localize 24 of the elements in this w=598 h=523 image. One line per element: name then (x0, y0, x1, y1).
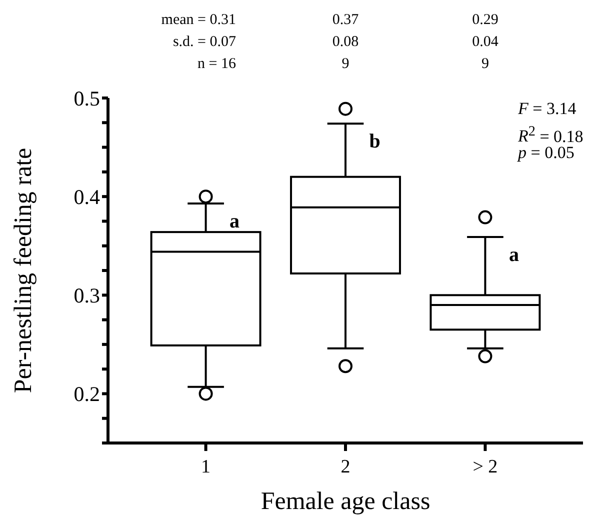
y-axis-title: Per-nestling feeding rate (10, 148, 37, 394)
x-tick-label: 1 (201, 456, 211, 478)
text: s.d. = 0.07 (172, 33, 236, 52)
x-tick-label: 2 (340, 456, 350, 478)
text: 9 (480, 55, 490, 74)
text: 0.29 (471, 11, 500, 30)
text: 0.04 (471, 33, 500, 52)
annotation: R$^{2}$ = 0.18 (518, 123, 584, 146)
annotation: F = 3.14 (518, 99, 576, 118)
text: 0.08 (331, 33, 360, 52)
y-tick-label: 0.5 (74, 86, 100, 110)
annotation: p = 0.05 (518, 143, 574, 162)
annotation: a (508, 244, 519, 266)
text: n = 16 (198, 55, 236, 74)
y-tick-label: 0.4 (74, 185, 100, 210)
annotation: b (369, 130, 380, 153)
x-axis-title: Female age class (260, 488, 430, 515)
text: mean = 0.31 (161, 11, 236, 30)
text: 0.37 (331, 11, 360, 30)
annotation: a (230, 210, 240, 232)
y-tick-label: 0.3 (74, 284, 100, 308)
x-tick-label: > 2 (472, 456, 498, 478)
y-tick-label: 0.2 (74, 382, 100, 406)
text: 9 (340, 55, 350, 74)
